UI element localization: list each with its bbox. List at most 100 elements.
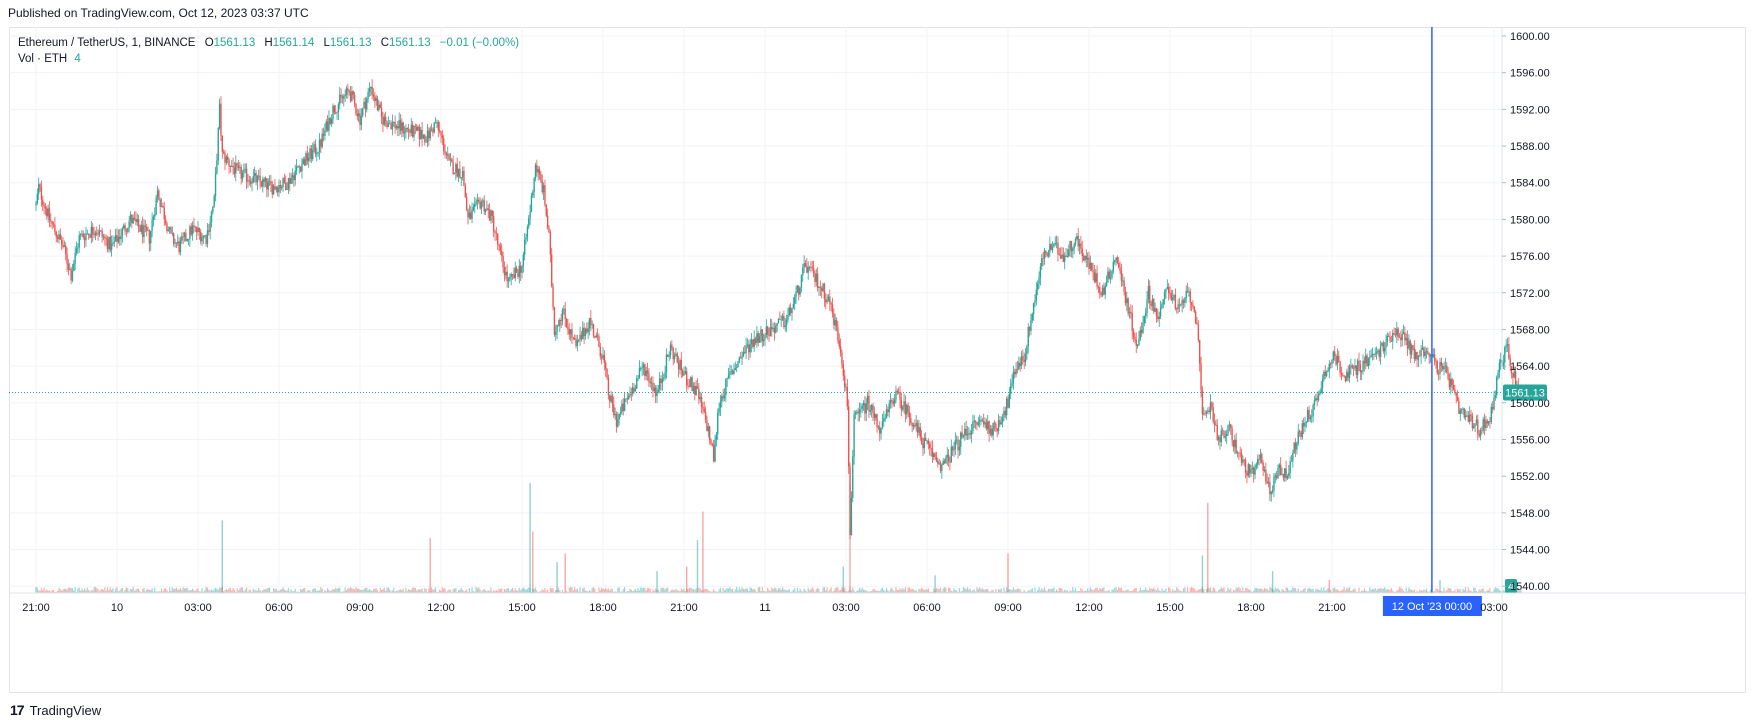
volume-bar: [468, 587, 470, 593]
volume-bar: [55, 591, 57, 593]
candle-body: [1255, 464, 1258, 467]
volume-bar: [143, 587, 145, 593]
candle-body: [1304, 422, 1306, 427]
candle-body: [376, 98, 379, 111]
candle-body: [599, 346, 601, 357]
candle-body: [152, 216, 155, 221]
volume-bar: [1078, 591, 1081, 593]
candle-body: [923, 437, 925, 449]
candle-body: [1251, 467, 1254, 470]
volume-bar: [706, 588, 708, 593]
candle-body: [788, 307, 790, 316]
candle-body: [1099, 287, 1101, 294]
candle-body: [1226, 434, 1228, 437]
volume-bar: [1442, 591, 1444, 593]
volume-bar: [916, 591, 919, 593]
volume-bar: [645, 590, 647, 593]
volume-bar: [1417, 591, 1419, 593]
volume-bar: [980, 588, 982, 593]
volume-bar: [729, 587, 731, 593]
candle-body: [627, 395, 630, 400]
volume-bar: [908, 587, 911, 593]
candle-body: [646, 370, 649, 374]
volume-bar: [71, 587, 74, 593]
volume-bar: [1459, 589, 1461, 593]
volume-bar: [902, 588, 904, 593]
volume-bar: [579, 587, 581, 593]
candle-body: [565, 319, 568, 327]
volume-bar: [344, 587, 346, 593]
chart-axes: 1600.001596.001592.001588.001584.001580.…: [9, 27, 1746, 693]
volume-bar: [398, 589, 400, 593]
volume-bar: [356, 588, 358, 593]
volume-bar: [1146, 589, 1148, 593]
candle-body: [1362, 360, 1364, 372]
candle-body: [1008, 393, 1011, 408]
candle-body: [663, 377, 665, 379]
volume-bar: [256, 590, 258, 593]
volume-bar: [470, 591, 472, 593]
volume-label[interactable]: Vol · ETH: [18, 53, 68, 65]
volume-bar: [371, 590, 373, 593]
volume-bar: [1496, 587, 1498, 593]
volume-bar: [116, 587, 118, 593]
candle-body: [312, 150, 314, 160]
volume-bar: [591, 587, 593, 593]
candle-body: [403, 132, 406, 134]
candle-body: [191, 225, 194, 235]
candle-body: [710, 440, 712, 444]
candle-body: [293, 175, 295, 181]
volume-bar: [363, 588, 365, 593]
candle-body: [835, 320, 838, 327]
candle-body: [729, 371, 731, 375]
volume-bar: [158, 591, 160, 593]
volume-bar: [649, 589, 651, 593]
candle-body: [750, 339, 753, 345]
volume-bar: [736, 587, 738, 593]
candle-body: [839, 346, 842, 353]
candle-body: [258, 175, 260, 177]
volume-bar: [266, 588, 268, 593]
candle-body: [248, 180, 250, 182]
volume-bar: [213, 589, 215, 593]
candle-body: [1213, 421, 1216, 426]
candle-body: [164, 219, 167, 224]
tradingview-logo[interactable]: 17 TradingView: [10, 702, 101, 718]
volume-bar: [1057, 590, 1059, 593]
candle-body: [1072, 248, 1074, 252]
candle-body: [960, 432, 962, 447]
volume-bar: [574, 587, 576, 593]
volume-bar: [1415, 591, 1417, 593]
candle-body: [337, 104, 340, 112]
volume-bar: [1289, 590, 1291, 593]
candle-body: [1288, 472, 1290, 476]
candle-body: [449, 159, 452, 161]
candle-body: [406, 128, 408, 130]
candle-body: [112, 242, 114, 244]
volume-bar: [867, 591, 869, 593]
volume-bar: [1224, 591, 1226, 593]
price-tick-label: 1588.00: [1510, 141, 1550, 153]
volume-bar: [1145, 587, 1147, 593]
candle-body: [984, 422, 986, 425]
volume-bar: [846, 591, 848, 593]
volume-bar: [876, 590, 878, 593]
volume-bar: [267, 587, 269, 593]
volume-bar: [964, 587, 966, 593]
candle-body: [174, 242, 176, 244]
candle-body: [457, 168, 460, 177]
candle-body: [892, 400, 894, 404]
volume-bar: [510, 589, 512, 593]
volume-bar: [861, 587, 863, 593]
candle-body: [1336, 355, 1339, 365]
candle-body: [622, 403, 624, 411]
candle-body: [654, 387, 657, 397]
volume-bar: [777, 588, 780, 593]
volume-bar: [1319, 590, 1321, 593]
candle-body: [438, 129, 441, 132]
candle-body: [605, 362, 607, 369]
symbol-title[interactable]: Ethereum / TetherUS, 1, BINANCE: [18, 37, 196, 49]
candle-body: [286, 189, 288, 190]
candle-body: [259, 175, 261, 182]
